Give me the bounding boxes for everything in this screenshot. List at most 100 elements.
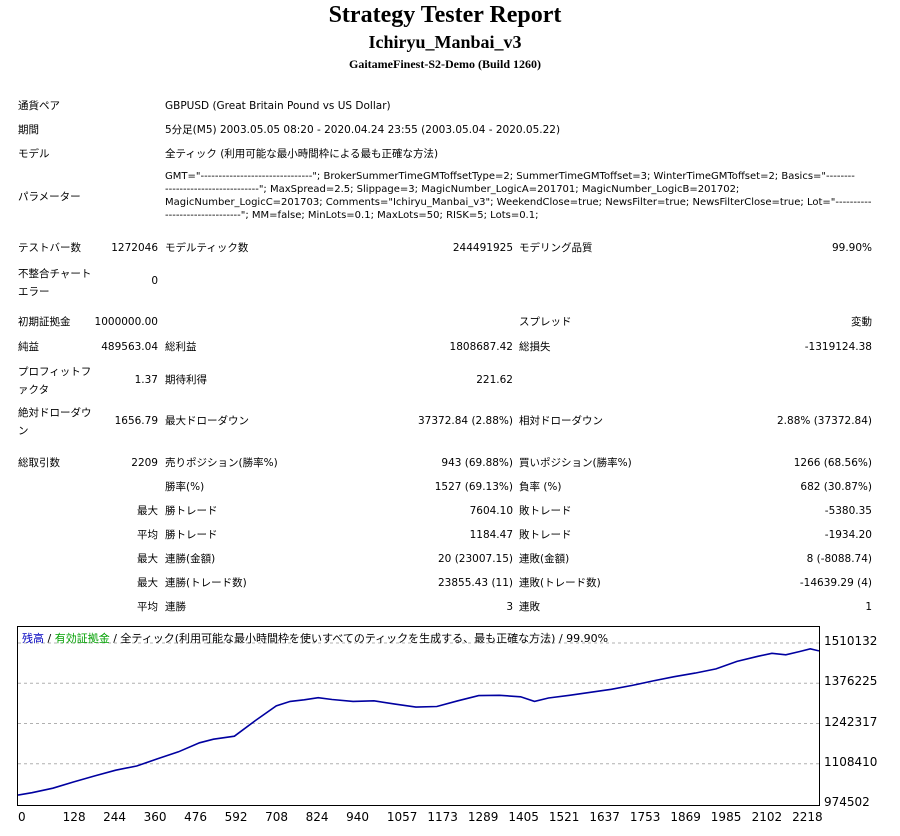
mismatch-label: 不整合チャートエラー [18,268,92,298]
abs-drawdown-label: 絶対ドローダウン [18,407,92,437]
avg-loss-label: 敗トレード [519,529,572,541]
balance-chart-plot [18,642,819,796]
y-tick-label: 1242317 [824,714,878,729]
x-tick-label: 1057 [386,810,418,824]
parameters-line: --------------------------"; MaxSpread=2… [165,184,740,195]
x-tick-label: 1521 [548,810,580,824]
loss-rate-value: 682 (30.87%) [800,481,872,493]
quality-value: 99.90% [831,242,872,254]
chart-caption: 残高 / 有効証拠金 / 全ティック(利用可能な最小時間枠を使いすべてのティック… [22,630,608,646]
avg-win-label: 勝トレード [165,529,218,541]
x-tick-label: 940 [346,810,369,824]
x-tick-label: 2102 [751,810,783,824]
consec-wins-count-label: 連勝(トレード数) [165,577,247,589]
symbol-value: GBPUSD (Great Britain Pound vs US Dollar… [165,100,391,112]
largest-win-value: 7604.10 [469,505,513,517]
gross-loss-value: -1319124.38 [804,341,872,353]
avg-win-value: 1184.47 [469,529,513,541]
spread-label: スプレッド [519,316,572,328]
y-tick-label: 1376225 [824,674,878,689]
deposit-label: 初期証拠金 [18,316,71,328]
quality-label: モデリング品質 [519,242,593,254]
abs-drawdown-value: 1656.79 [114,415,158,427]
gross-profit-label: 総利益 [165,341,197,353]
x-tick-label: 128 [62,810,86,824]
x-tick-label: 1869 [670,810,701,824]
profit-factor-label: プロフィットファクタ [18,366,92,396]
consec-losses-count-value: -14639.29 (4) [799,577,872,589]
long-positions-value: 1266 (68.56%) [793,457,872,469]
balance-chart: 残高 / 有効証拠金 / 全ティック(利用可能な最小時間枠を使いすべてのティック… [17,626,820,806]
x-tick-label: 0 [18,810,26,824]
max-drawdown-value: 37372.84 (2.88%) [418,415,513,427]
rel-drawdown-value: 2.88% (37372.84) [777,415,872,427]
x-tick-label: 2218 [792,810,823,824]
y-tick-label: 974502 [824,795,870,809]
total-trades-label: 総取引数 [18,457,60,469]
short-positions-label: 売りポジション(勝率%) [165,457,278,469]
mismatch-value: 0 [151,275,158,287]
x-tick-label: 1753 [629,810,661,824]
caption-model: / 全ティック(利用可能な最小時間枠を使いすべてのティックを生成する、最も正確な… [109,632,609,645]
loss-rate-label: 負率 (%) [519,481,562,493]
ticks-label: モデルティック数 [165,242,249,254]
bars-label: テストバー数 [18,242,81,254]
deposit-value: 1000000.00 [94,316,158,328]
x-tick-label: 360 [143,810,167,824]
max-label: 最大 [137,577,158,589]
caption-separator: / [44,632,55,645]
gross-profit-value: 1808687.42 [449,341,513,353]
x-tick-label: 244 [103,810,127,824]
caption-equity: 有効証拠金 [54,632,110,645]
long-positions-label: 買いポジション(勝率%) [519,457,632,469]
x-tick-label: 708 [265,810,288,824]
avg-loss-value: -1934.20 [824,529,872,541]
server-name: GaitameFinest-S2-Demo (Build 1260) [349,57,541,71]
bars-value: 1272046 [111,242,158,254]
balance-line [18,647,819,796]
win-rate-value: 1527 (69.13%) [434,481,513,493]
largest-win-label: 勝トレード [165,505,218,517]
parameters-label: パラメーター [18,191,81,203]
avg-consec-wins-label: 連勝 [165,601,186,613]
x-tick-label: 1985 [710,810,742,824]
caption-balance: 残高 [22,632,44,645]
consec-losses-amount-value: 8 (-8088.74) [806,553,872,565]
model-label: モデル [18,148,50,160]
y-tick-label: 1108410 [824,754,878,769]
x-tick-label: 1405 [508,810,539,824]
avg-consec-wins-value: 3 [506,601,513,613]
net-value: 489563.04 [101,341,158,353]
largest-loss-value: -5380.35 [824,505,872,517]
ticks-value: 244491925 [452,242,513,254]
avg-label: 平均 [137,529,158,541]
max-label: 最大 [137,553,158,565]
consec-losses-amount-label: 連敗(金額) [519,553,570,565]
max-drawdown-label: 最大ドローダウン [165,415,249,427]
net-label: 純益 [18,341,39,353]
profit-factor-value: 1.37 [134,374,158,386]
consec-wins-amount-label: 連勝(金額) [165,553,216,565]
report-title: Strategy Tester Report [328,2,562,28]
x-tick-label: 476 [184,810,208,824]
avg-label: 平均 [137,601,158,613]
y-tick-label: 1510132 [824,634,878,648]
x-tick-label: 1173 [427,810,458,824]
max-label: 最大 [137,505,158,517]
expected-payoff-value: 221.62 [476,374,513,386]
short-positions-value: 943 (69.88%) [441,457,513,469]
expected-payoff-label: 期待利得 [165,374,207,386]
consec-losses-count-label: 連敗(トレード数) [519,577,601,589]
spread-value: 変動 [851,316,872,328]
win-rate-label: 勝率(%) [165,481,205,493]
model-value: 全ティック (利用可能な最小時間枠による最も正確な方法) [165,148,439,160]
consec-wins-amount-value: 20 (23007.15) [438,553,513,565]
avg-consec-losses-label: 連敗 [519,601,540,613]
parameters-line: GMT="-------------------------------"; B… [165,171,855,182]
largest-loss-label: 敗トレード [519,505,572,517]
x-tick-label: 1289 [467,810,499,824]
total-trades-value: 2209 [131,457,158,469]
avg-consec-losses-value: 1 [865,601,872,613]
symbol-label: 通貨ペア [18,100,60,112]
x-tick-label: 592 [224,810,248,824]
